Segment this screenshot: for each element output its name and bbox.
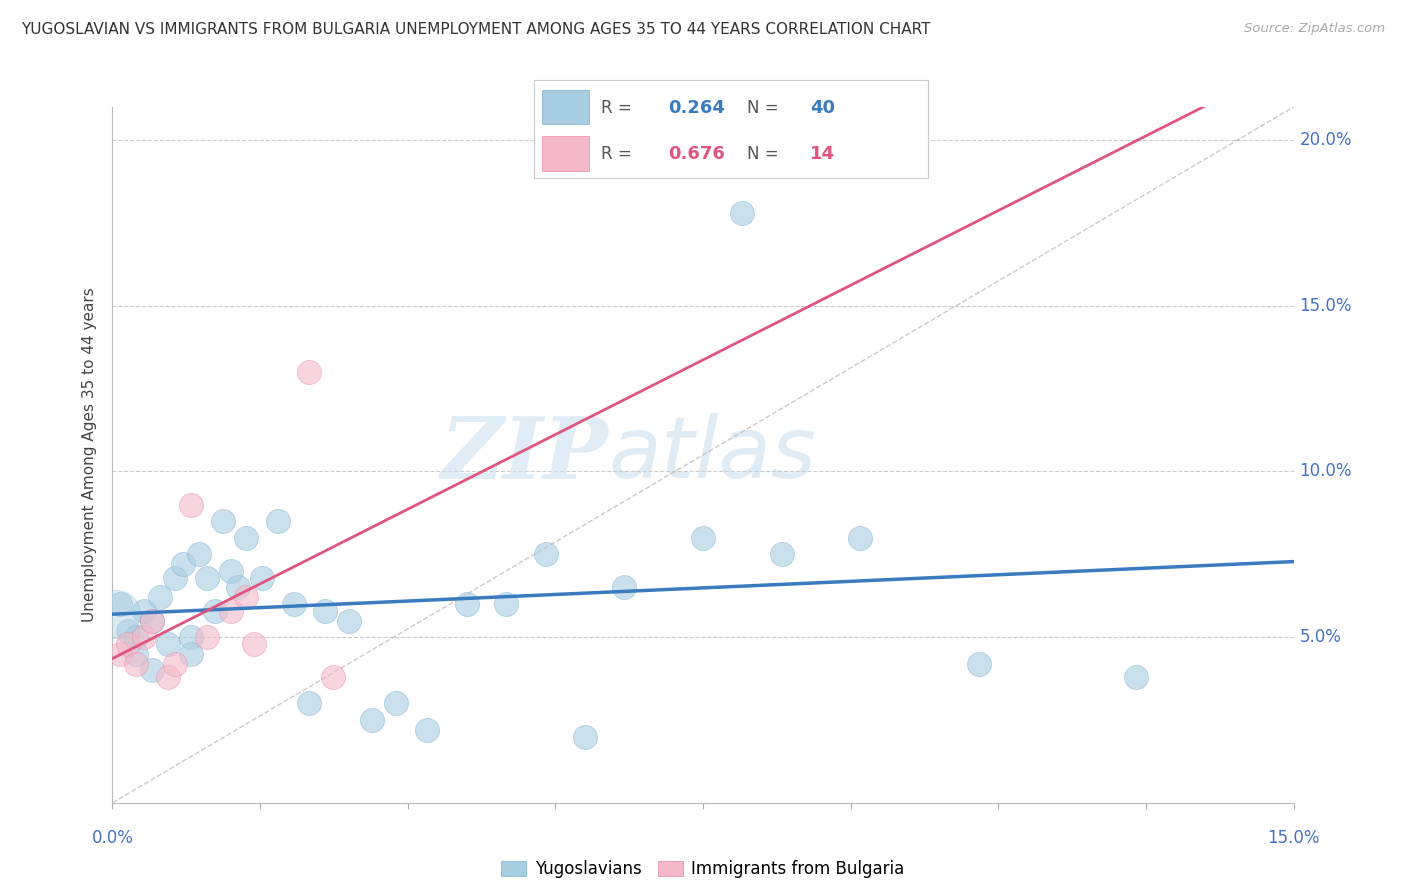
FancyBboxPatch shape [543,136,589,170]
Point [125,647,148,661]
Point [211,514,233,528]
Text: 14: 14 [810,145,835,163]
Point [613,581,636,595]
Point [416,723,439,737]
Text: N =: N = [747,145,783,163]
Point [195,630,218,644]
Point [172,558,194,572]
Text: 0.0%: 0.0% [91,829,134,847]
Point [180,630,202,644]
Point [228,581,250,595]
Point [235,591,257,605]
Point [385,697,408,711]
Point [574,730,596,744]
Text: 5.0%: 5.0% [1299,628,1341,646]
Point [337,614,360,628]
Point [180,498,202,512]
Text: 10.0%: 10.0% [1299,462,1353,481]
Point [849,531,872,545]
Point [298,365,321,379]
Point [235,531,257,545]
Point [110,647,132,661]
Point [132,630,155,644]
Point [125,630,148,644]
Point [125,657,148,671]
Point [456,597,478,611]
Point [165,570,187,584]
Point [314,604,336,618]
Point [361,713,384,727]
Legend: Yugoslavians, Immigrants from Bulgaria: Yugoslavians, Immigrants from Bulgaria [495,854,911,885]
Text: 15.0%: 15.0% [1267,829,1320,847]
FancyBboxPatch shape [543,90,589,124]
Y-axis label: Unemployment Among Ages 35 to 44 years: Unemployment Among Ages 35 to 44 years [82,287,97,623]
Point [141,614,163,628]
Text: YUGOSLAVIAN VS IMMIGRANTS FROM BULGARIA UNEMPLOYMENT AMONG AGES 35 TO 44 YEARS C: YUGOSLAVIAN VS IMMIGRANTS FROM BULGARIA … [21,22,931,37]
Text: 15.0%: 15.0% [1299,297,1353,315]
Point [283,597,305,611]
Point [219,604,242,618]
Point [188,547,211,561]
Point [267,514,290,528]
Point [298,697,321,711]
Point [967,657,990,671]
Point [141,614,163,628]
Point [770,547,793,561]
Point [132,604,155,618]
Point [149,591,172,605]
Point [105,607,128,621]
Text: 40: 40 [810,99,835,117]
Text: R =: R = [602,99,637,117]
Text: N =: N = [747,99,783,117]
Point [495,597,517,611]
Point [117,637,139,651]
Point [250,570,273,584]
Point [195,570,218,584]
Point [165,657,187,671]
Point [180,647,202,661]
Text: 20.0%: 20.0% [1299,131,1353,149]
Text: 0.676: 0.676 [668,145,725,163]
Point [731,206,754,220]
Point [117,624,139,638]
Text: R =: R = [602,145,637,163]
Point [692,531,714,545]
Point [219,564,242,578]
Point [110,597,132,611]
Point [534,547,557,561]
Point [243,637,266,651]
Point [141,663,163,677]
Text: Source: ZipAtlas.com: Source: ZipAtlas.com [1244,22,1385,36]
Point [156,637,179,651]
Text: ZIP: ZIP [440,413,609,497]
Point [322,670,344,684]
Point [1125,670,1147,684]
Text: atlas: atlas [609,413,817,497]
Text: 0.264: 0.264 [668,99,725,117]
Point [156,670,179,684]
Point [204,604,226,618]
